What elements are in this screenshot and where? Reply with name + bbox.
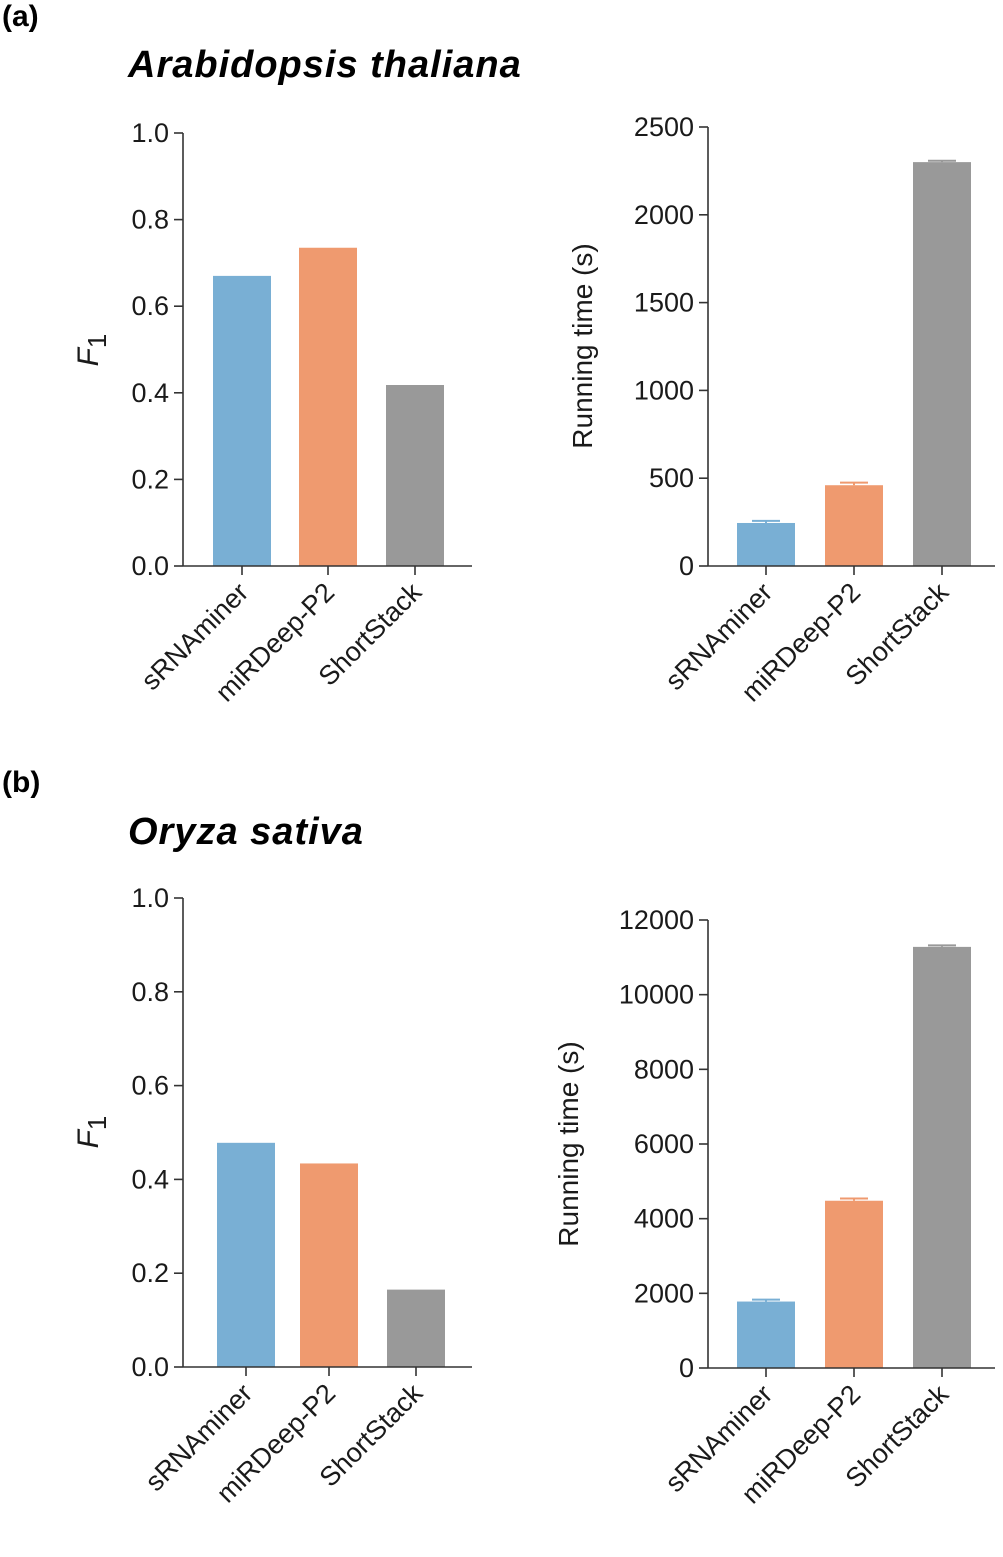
error-bar [752,519,780,523]
y-tick-label: 2000 [634,1278,694,1308]
bar-srnaminer [217,1142,275,1367]
bar-mirdeep-p2 [299,247,357,566]
y-tick-label: 10000 [619,980,694,1010]
bar-srnaminer [737,522,795,566]
bar-mirdeep-p2 [825,485,883,566]
y-axis-title: Running time (s) [567,243,598,448]
y-tick-label: 1.0 [131,118,169,148]
y-tick-label: 0.2 [131,464,169,494]
bar-shortstack [913,162,971,566]
y-tick-label: 500 [649,463,694,493]
y-tick-label: 1000 [634,375,694,405]
y-tick-label: 0.0 [131,1352,169,1382]
bar-shortstack [386,385,444,566]
y-tick-label: 12000 [619,905,694,935]
y-axis-title: F1 [72,1116,112,1149]
panel-a-label: (a) [2,0,39,33]
bar-shortstack [913,946,971,1368]
y-tick-label: 0.8 [131,205,169,235]
error-bar [840,1197,868,1201]
y-tick-label: 4000 [634,1204,694,1234]
error-bar [928,159,956,163]
panel-b-label: (b) [2,766,41,799]
y-tick-label: 0.4 [131,1164,169,1194]
y-tick-label: 2000 [634,200,694,230]
panel-a-species-title: Arabidopsis thaliana [128,44,522,86]
bar-srnaminer [737,1301,795,1368]
y-tick-label: 8000 [634,1054,694,1084]
bar-shortstack [387,1289,445,1367]
y-tick-label: 6000 [634,1129,694,1159]
y-tick-label: 0.8 [131,977,169,1007]
y-axis-title: F1 [72,334,112,367]
y-tick-label: 0 [679,1353,694,1383]
y-tick-label: 1500 [634,288,694,318]
error-bar [928,944,956,947]
y-tick-label: 0.4 [131,378,169,408]
y-tick-label: 0.6 [131,1071,169,1101]
bar-mirdeep-p2 [300,1163,358,1367]
error-bar [752,1298,780,1302]
bar-mirdeep-p2 [825,1200,883,1368]
bar-srnaminer [213,275,271,566]
y-tick-label: 0.6 [131,291,169,321]
y-tick-label: 0 [679,551,694,581]
y-tick-label: 1.0 [131,883,169,913]
y-tick-label: 0.0 [131,551,169,581]
error-bar [840,481,868,486]
y-tick-label: 2500 [634,112,694,142]
y-axis-title: Running time (s) [553,1041,584,1246]
y-tick-label: 0.2 [131,1258,169,1288]
panel-b-species-title: Oryza sativa [128,811,364,853]
